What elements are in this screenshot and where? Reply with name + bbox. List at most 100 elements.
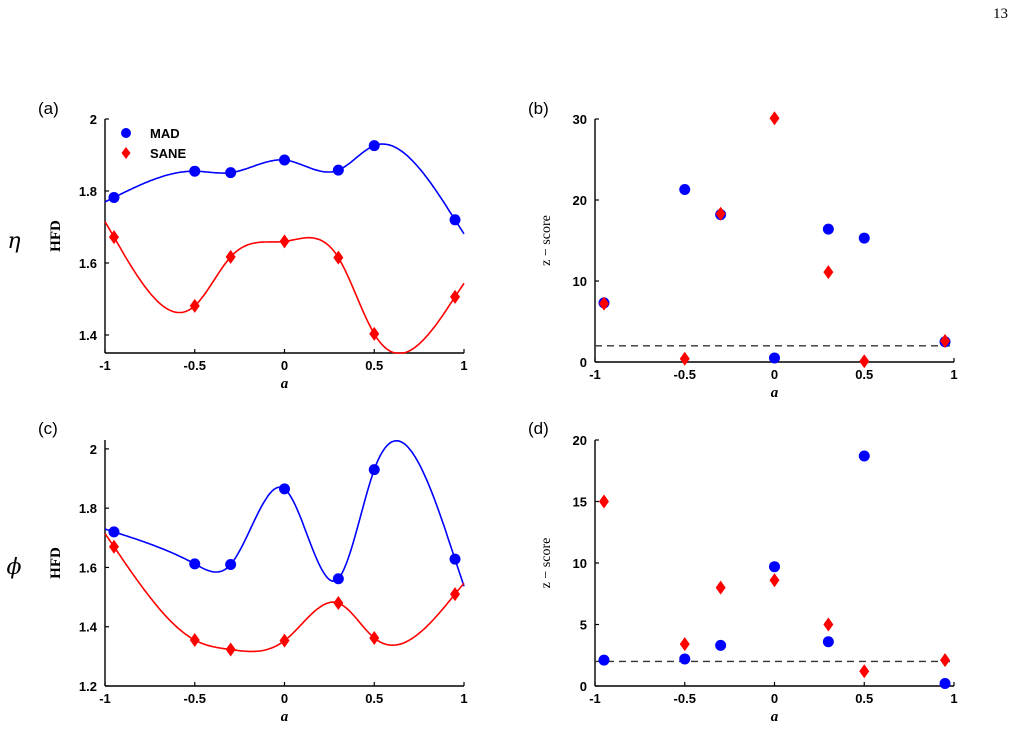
- x-tick-label: 0.5: [855, 691, 873, 706]
- legend-label-mad: MAD: [150, 126, 180, 141]
- point-sane: [108, 539, 119, 554]
- y-tick-label: 1.4: [79, 620, 98, 635]
- x-tick-label: 0.5: [365, 358, 383, 373]
- point-mad: [679, 183, 691, 195]
- fit-curve-mad: [104, 440, 465, 587]
- point-sane: [598, 296, 609, 311]
- x-axis-label: a: [771, 709, 779, 725]
- y-tick-label: 1.6: [79, 560, 97, 575]
- point-sane: [823, 265, 834, 280]
- point-mad: [189, 165, 201, 177]
- point-sane: [450, 289, 461, 304]
- x-tick-label: 1: [460, 358, 467, 373]
- x-tick-label: -1: [589, 367, 601, 382]
- panel-label: (b): [528, 99, 549, 118]
- point-sane: [715, 206, 726, 221]
- y-tick-label: 1.8: [79, 501, 97, 516]
- point-mad: [368, 464, 380, 476]
- panel-label: (d): [528, 419, 549, 438]
- y-tick-label: 1.4: [79, 328, 98, 343]
- point-mad: [108, 191, 120, 203]
- x-axis-label: a: [281, 709, 289, 725]
- y-tick-label: 1.6: [79, 256, 97, 271]
- point-sane: [189, 298, 200, 313]
- point-mad: [769, 561, 780, 573]
- y-tick-label: 2: [90, 112, 97, 127]
- y-axis-label: z − score: [539, 215, 554, 266]
- x-tick-label: -0.5: [674, 367, 696, 382]
- point-sane: [859, 354, 870, 369]
- y-axis-label: z − score: [539, 538, 554, 589]
- x-tick-label: -1: [99, 358, 111, 373]
- point-sane: [369, 630, 380, 645]
- point-sane: [225, 642, 236, 657]
- y-tick-label: 15: [573, 495, 587, 510]
- page-number: 13: [993, 6, 1008, 22]
- row-label-phi: ϕ: [7, 555, 22, 580]
- x-tick-label: 0: [281, 358, 288, 373]
- point-mad: [598, 654, 610, 666]
- point-mad: [769, 352, 780, 364]
- point-sane: [333, 596, 344, 611]
- legend: MAD SANE: [121, 126, 186, 161]
- panel-a: -1 -0.5 0 0.5 1 1.4 1.6 1.8 2 a HFD (a): [38, 99, 468, 392]
- y-tick-label: 10: [573, 274, 587, 289]
- point-mad: [189, 558, 201, 570]
- point-sane: [859, 664, 870, 679]
- point-sane: [679, 637, 690, 652]
- panel-label: (c): [38, 419, 58, 438]
- x-tick-label: -0.5: [674, 691, 696, 706]
- legend-marker-mad: [121, 128, 131, 138]
- x-axis-label: a: [281, 376, 289, 392]
- point-mad: [822, 636, 834, 648]
- point-sane: [679, 351, 690, 366]
- y-tick-label: 30: [573, 112, 587, 127]
- y-tick-label: 10: [573, 556, 587, 571]
- point-mad: [225, 167, 237, 179]
- point-mad: [368, 140, 380, 152]
- point-sane: [715, 580, 726, 595]
- y-tick-label: 20: [573, 193, 587, 208]
- y-tick-label: 1.2: [79, 679, 97, 694]
- point-mad: [332, 573, 344, 585]
- legend-label-sane: SANE: [150, 146, 186, 161]
- legend-marker-sane: [121, 147, 131, 159]
- x-tick-label: -0.5: [184, 358, 206, 373]
- y-tick-label: 1.8: [79, 184, 97, 199]
- point-sane: [450, 587, 461, 602]
- x-tick-label: 0.5: [365, 691, 383, 706]
- x-tick-label: 0.5: [855, 367, 873, 382]
- x-tick-label: 1: [460, 691, 467, 706]
- point-mad: [449, 553, 461, 565]
- point-mad: [332, 164, 344, 176]
- point-sane: [189, 633, 200, 648]
- x-tick-label: 1: [950, 691, 957, 706]
- point-sane: [769, 573, 780, 588]
- point-mad: [108, 526, 120, 538]
- point-sane: [369, 326, 380, 341]
- panel-c: -1 -0.5 0 0.5 1 1.2 1.4 1.6 1.8 2 a HFD (c): [38, 419, 468, 725]
- point-mad: [858, 232, 870, 244]
- point-sane: [279, 234, 290, 249]
- point-mad: [822, 223, 834, 235]
- x-tick-label: -0.5: [184, 691, 206, 706]
- point-sane: [598, 494, 609, 509]
- y-tick-label: 5: [580, 618, 587, 633]
- y-tick-label: 0: [580, 355, 587, 370]
- point-sane: [108, 230, 119, 245]
- point-mad: [939, 678, 951, 690]
- y-tick-label: 0: [580, 679, 587, 694]
- point-sane: [823, 617, 834, 632]
- point-sane: [279, 633, 290, 648]
- point-sane: [940, 333, 951, 348]
- point-sane: [333, 250, 344, 265]
- point-mad: [715, 639, 727, 651]
- point-sane: [769, 111, 780, 126]
- row-label-eta: η: [7, 229, 20, 254]
- x-axis-label: a: [771, 385, 779, 401]
- x-tick-label: -1: [589, 691, 601, 706]
- point-mad: [279, 154, 290, 166]
